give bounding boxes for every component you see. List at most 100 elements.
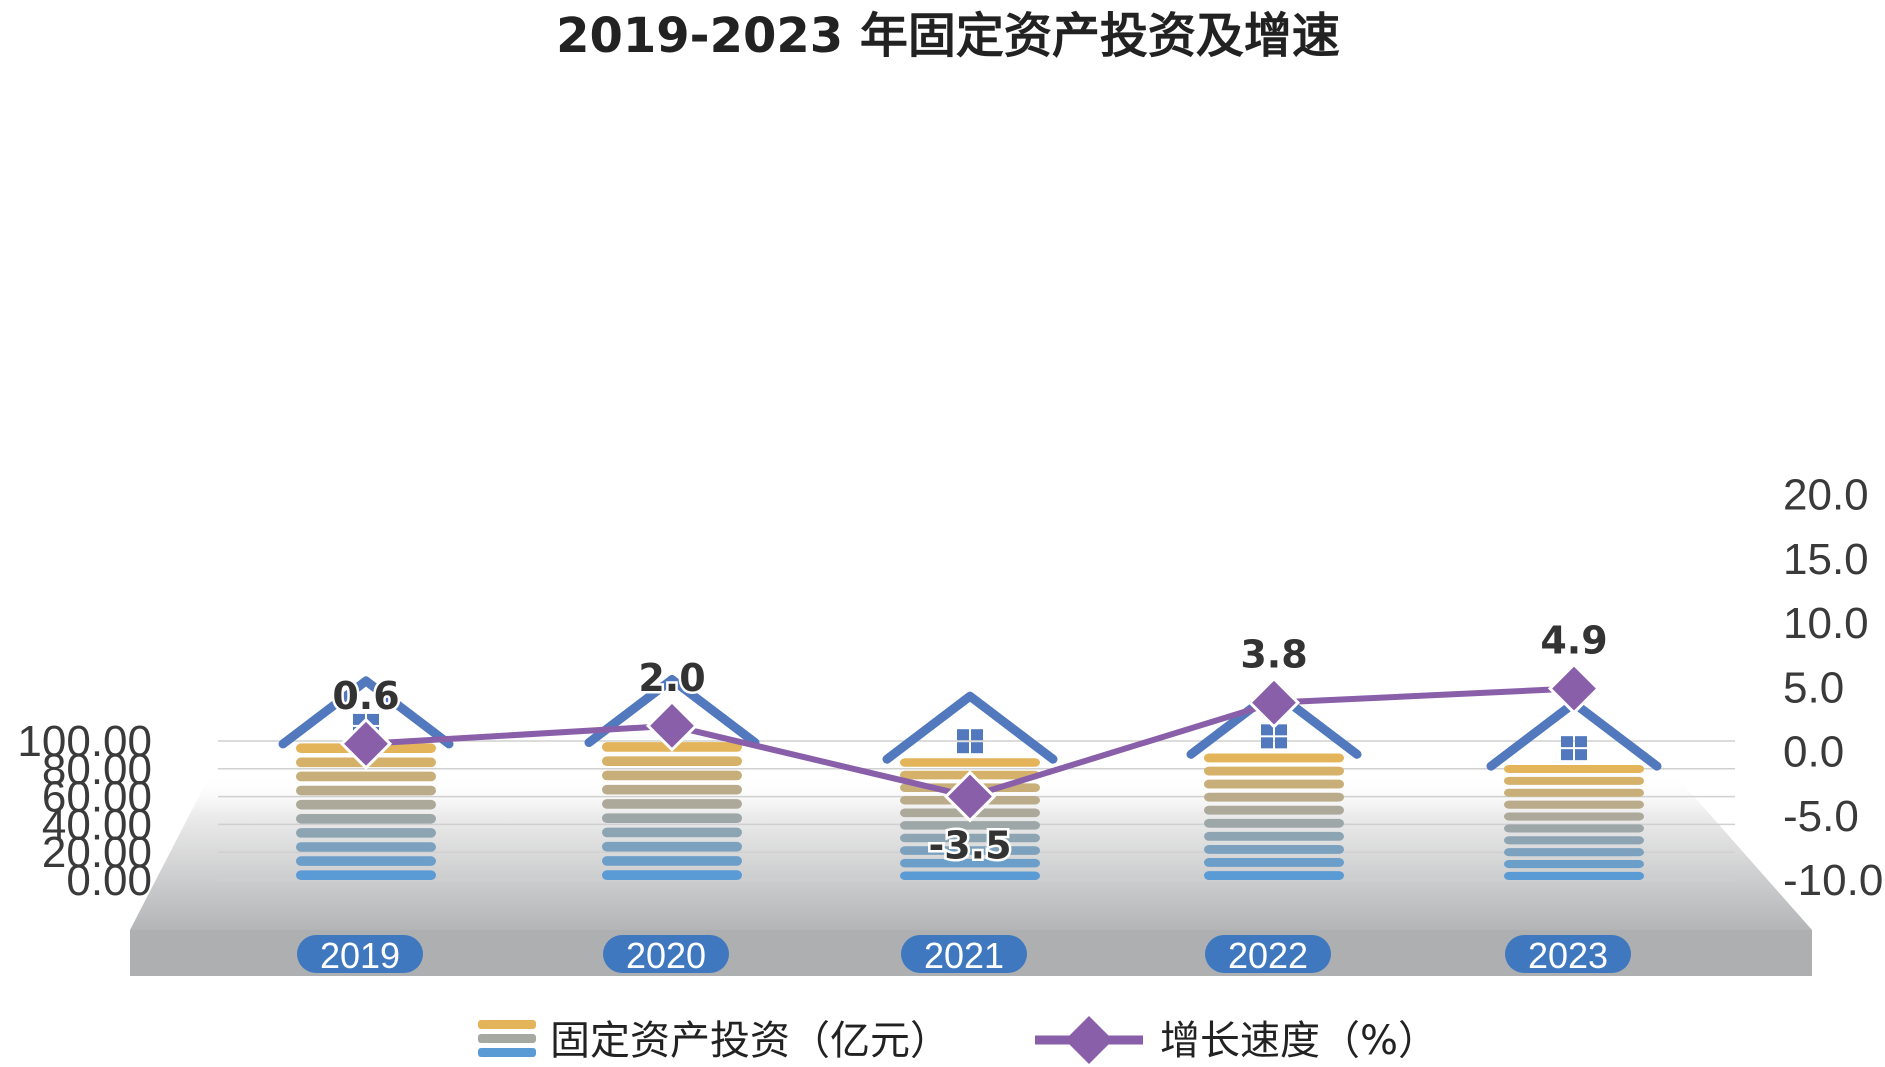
- bar-stripe: [1204, 753, 1344, 763]
- growth-data-label: 4.9: [1540, 619, 1607, 663]
- right-axis-tick: 15.0: [1783, 535, 1869, 584]
- growth-data-label: 2.0: [638, 656, 705, 700]
- year-pill: [901, 935, 1027, 973]
- window-pane: [1561, 736, 1573, 748]
- window-icon: [957, 729, 983, 754]
- bar-stripe: [296, 799, 436, 810]
- left-axis-tick: 0.00: [66, 856, 152, 905]
- right-axis-tick: 0.0: [1783, 728, 1844, 777]
- bar-stripe: [1504, 848, 1644, 857]
- chart-title: 2019-2023 年固定资产投资及增速: [556, 8, 1340, 64]
- roof-icon: [278, 676, 454, 749]
- right-axis-tick: 10.0: [1783, 599, 1869, 648]
- bar-stripe: [1504, 800, 1644, 809]
- growth-data-label: 0.6: [332, 674, 399, 718]
- bar-stripe: [1204, 766, 1344, 776]
- bar-stripe: [296, 870, 436, 880]
- window-pane: [367, 713, 379, 725]
- roof-icon: [882, 691, 1058, 764]
- left-axis-tick: 100.00: [17, 717, 152, 766]
- bar-stripe: [602, 799, 742, 809]
- bar-stripe: [1204, 792, 1344, 802]
- growth-point-marker: [645, 699, 699, 752]
- bar-stripe: [602, 784, 742, 795]
- bar-stripe: [296, 771, 436, 782]
- growth-data-label: 3.8: [1240, 633, 1307, 677]
- growth-point-marker: [339, 717, 393, 770]
- window-pane: [1575, 749, 1587, 761]
- left-axis-tick: 20.00: [42, 828, 152, 877]
- bar-stripe: [1504, 871, 1644, 880]
- left-axis-tick: 80.00: [42, 745, 152, 794]
- bar-stripe: [296, 828, 436, 838]
- legend-stripe: [478, 1048, 536, 1057]
- left-axis-tick: 40.00: [42, 800, 152, 849]
- year-pill: [603, 935, 729, 973]
- growth-point-marker: [1247, 676, 1301, 729]
- window-icon: [1561, 736, 1587, 761]
- x-tick-label: 2022: [1228, 935, 1308, 976]
- bar-stripe: [296, 842, 436, 852]
- legend-stripe: [478, 1034, 536, 1043]
- x-tick-label: 2020: [626, 935, 706, 976]
- year-pill: [1205, 935, 1331, 973]
- bar-stripe: [1204, 844, 1344, 854]
- bar-stripe: [1204, 831, 1344, 841]
- legend-stripe: [478, 1020, 536, 1029]
- window-pane: [1261, 724, 1273, 736]
- x-tick-label: 2019: [320, 935, 400, 976]
- bar-stripe: [602, 770, 742, 781]
- right-axis-tick: -10.0: [1783, 856, 1883, 905]
- roof-icon: [584, 675, 760, 748]
- window-pane: [1261, 737, 1273, 749]
- bar-stripe: [1504, 776, 1644, 785]
- window-pane: [971, 742, 983, 754]
- window-icon: [1261, 724, 1287, 749]
- bar-stripe: [900, 833, 1040, 843]
- bar-stripe: [602, 841, 742, 852]
- x-tick-label: 2021: [924, 935, 1004, 976]
- window-pane: [957, 729, 969, 741]
- bar-stripe: [602, 870, 742, 880]
- bar-stripe: [602, 756, 742, 767]
- bar-stripe: [602, 813, 742, 824]
- bar-stripe: [900, 846, 1040, 855]
- bar-2023: [1486, 698, 1662, 880]
- window-pane: [1275, 724, 1287, 736]
- bar-stripe: [1204, 805, 1344, 815]
- right-axis-tick: 20.0: [1783, 471, 1869, 520]
- bar-stripe: [900, 871, 1040, 880]
- legend-label-investment: 固定资产投资（亿元）: [550, 1018, 950, 1064]
- bar-stripe: [900, 821, 1040, 830]
- bar-stripe: [1504, 824, 1644, 833]
- bar-stripe: [1504, 860, 1644, 869]
- bar-stripe: [900, 758, 1040, 767]
- x-tick-label: 2023: [1528, 935, 1608, 976]
- bar-2019: [278, 676, 454, 880]
- legend-bar-swatch: [478, 1020, 536, 1057]
- window-pane: [353, 713, 365, 725]
- right-axis-tick: 5.0: [1783, 663, 1844, 712]
- bar-stripe: [296, 856, 436, 866]
- growth-data-label: -3.5: [928, 823, 1011, 867]
- bar-stripe: [296, 813, 436, 824]
- window-pane: [1561, 749, 1573, 761]
- bar-stripe: [1504, 788, 1644, 797]
- bar-stripe: [1504, 764, 1644, 774]
- bar-stripe: [900, 858, 1040, 868]
- bar-stripe: [1504, 812, 1644, 821]
- bar-stripe: [296, 785, 436, 796]
- left-axis-tick: 60.00: [42, 773, 152, 822]
- legend-diamond-icon: [1065, 1016, 1113, 1064]
- window-pane: [957, 742, 969, 754]
- bar-stripe: [1204, 779, 1344, 789]
- window-pane: [1575, 736, 1587, 748]
- window-pane: [1275, 737, 1287, 749]
- bar-stripe: [602, 856, 742, 866]
- bar-stripe: [1504, 836, 1644, 845]
- growth-point-marker: [1547, 662, 1601, 715]
- window-pane: [971, 729, 983, 741]
- legend-label-growth: 增长速度（%）: [1160, 1018, 1438, 1064]
- bar-stripe: [1204, 818, 1344, 828]
